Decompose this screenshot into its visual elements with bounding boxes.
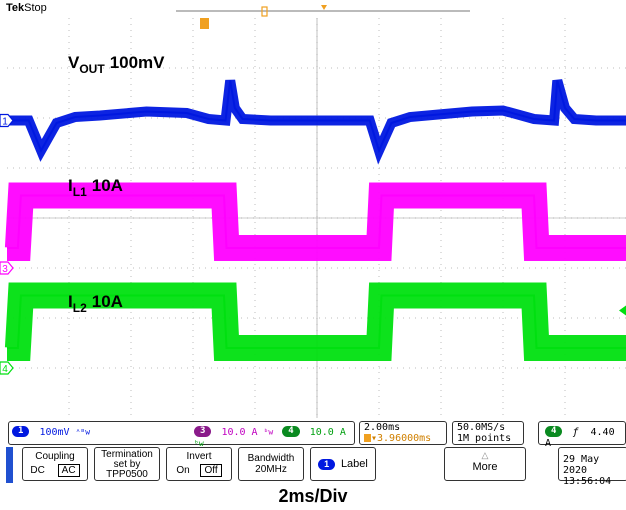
- coupling-label: Coupling: [35, 451, 75, 462]
- ch4-ground-marker-label: 4: [2, 364, 8, 375]
- time-reference-marker[interactable]: [200, 18, 209, 29]
- trigger-offset-value: ▾3.96000ms: [371, 433, 432, 444]
- invert-off-option[interactable]: Off: [200, 464, 222, 477]
- date-text: 29 May 2020: [563, 454, 600, 476]
- ch4-scale: 10.0 A: [309, 426, 346, 438]
- menu-selection-tab: [6, 447, 13, 483]
- trigger-slope-icon: ƒ: [572, 426, 579, 438]
- time-text: 13:56:04: [563, 476, 612, 487]
- trigger-channel-badge: 4: [545, 426, 563, 437]
- ch1-ground-marker: [0, 113, 14, 128]
- invert-button[interactable]: Invert On Off: [166, 447, 232, 481]
- scope-display: 1 3 4 VOUT 100mV IL1 10A IL2 10A: [0, 5, 626, 418]
- channel-markers: 1 3 4: [0, 113, 626, 375]
- termination-button[interactable]: Termination set by TPP0500: [94, 447, 160, 481]
- timebase-readout[interactable]: 2.00ms ▾3.96000ms: [359, 421, 447, 445]
- trace-label-ch3: IL1 10A: [68, 176, 123, 199]
- ch3-coupling-symbol: ᵇw: [263, 427, 274, 437]
- ch1-ground-marker-label: 1: [2, 117, 8, 128]
- more-up-arrow-icon: △: [481, 450, 489, 460]
- ch1-badge: 1: [12, 426, 30, 437]
- termination-label: Termination: [101, 449, 153, 460]
- ch4-coupling-symbol: ᵇw: [194, 438, 204, 448]
- date-time-readout: 29 May 2020 13:56:04: [558, 447, 626, 487]
- record-window-bracket: [261, 6, 268, 17]
- ch3-badge: 3: [194, 426, 212, 437]
- trace-label-ch4: IL2 10A: [68, 292, 123, 315]
- trace-ch4-edge: [7, 294, 626, 349]
- record-length: 1M points: [457, 433, 512, 444]
- label-button[interactable]: 1 Label: [310, 447, 376, 481]
- more-button-label: More: [472, 461, 498, 473]
- trace-layer: [4, 79, 626, 361]
- coupling-button[interactable]: Coupling DC AC: [22, 447, 88, 481]
- trigger-level: 4.40 A: [545, 426, 615, 449]
- termination-set-by: set by: [113, 459, 141, 470]
- termination-probe: TPP0500: [106, 469, 148, 480]
- invert-on-option[interactable]: On: [176, 465, 190, 476]
- trigger-offset-icon: [364, 434, 371, 442]
- timebase-value: 2.00ms: [364, 422, 401, 433]
- sample-rate: 50.0MS/s: [457, 422, 506, 433]
- scope-header: TekStop: [6, 2, 47, 14]
- trace-ch1-edge: [7, 80, 626, 154]
- label-channel-badge: 1: [318, 458, 336, 470]
- label-button-text: Label: [340, 458, 368, 470]
- coupling-dc-option[interactable]: DC: [30, 465, 45, 476]
- trace-ch3: [4, 182, 626, 261]
- trigger-level-marker: [619, 305, 626, 316]
- ch3-ground-marker: [0, 261, 14, 275]
- bandwidth-value: 20MHz: [255, 464, 287, 475]
- trigger-readout[interactable]: 4 ƒ 4.40 A: [538, 421, 626, 449]
- bandwidth-label: Bandwidth: [247, 453, 295, 464]
- acquisition-readout[interactable]: 50.0MS/s 1M points: [452, 421, 524, 445]
- run-state: Stop: [24, 2, 47, 14]
- channel-scale-readout[interactable]: 1 100mV ᴬᴮw 3 10.0 A ᵇw 4 10.0 A ᵇw: [8, 421, 355, 448]
- ch1-scale: 100mV: [39, 426, 70, 438]
- trace-label-ch1: VOUT 100mV: [68, 53, 165, 76]
- ch3-ground-marker-label: 3: [2, 264, 8, 275]
- ch3-scale: 10.0 A: [221, 426, 258, 438]
- graticule: [7, 18, 626, 418]
- timebase-caption: 2ms/Div: [278, 486, 348, 506]
- invert-label: Invert: [186, 451, 212, 462]
- trigger-position-marker: [321, 5, 327, 10]
- ch1-coupling-symbol: ᴬᴮw: [75, 427, 91, 437]
- bandwidth-button[interactable]: Bandwidth 20MHz: [238, 447, 304, 481]
- coupling-ac-option[interactable]: AC: [57, 464, 80, 477]
- trace-labels: VOUT 100mV IL1 10A IL2 10A: [68, 53, 165, 315]
- channel-menu-bar: Coupling DC AC Termination set by TPP050…: [6, 447, 626, 487]
- more-button[interactable]: △ More: [444, 447, 526, 481]
- trace-ch3-edge: [7, 194, 626, 249]
- ch4-ground-marker: [0, 361, 14, 375]
- brand-logo: Tek: [6, 2, 25, 14]
- top-marker-bar: [176, 5, 470, 29]
- ch4-badge: 4: [282, 426, 300, 437]
